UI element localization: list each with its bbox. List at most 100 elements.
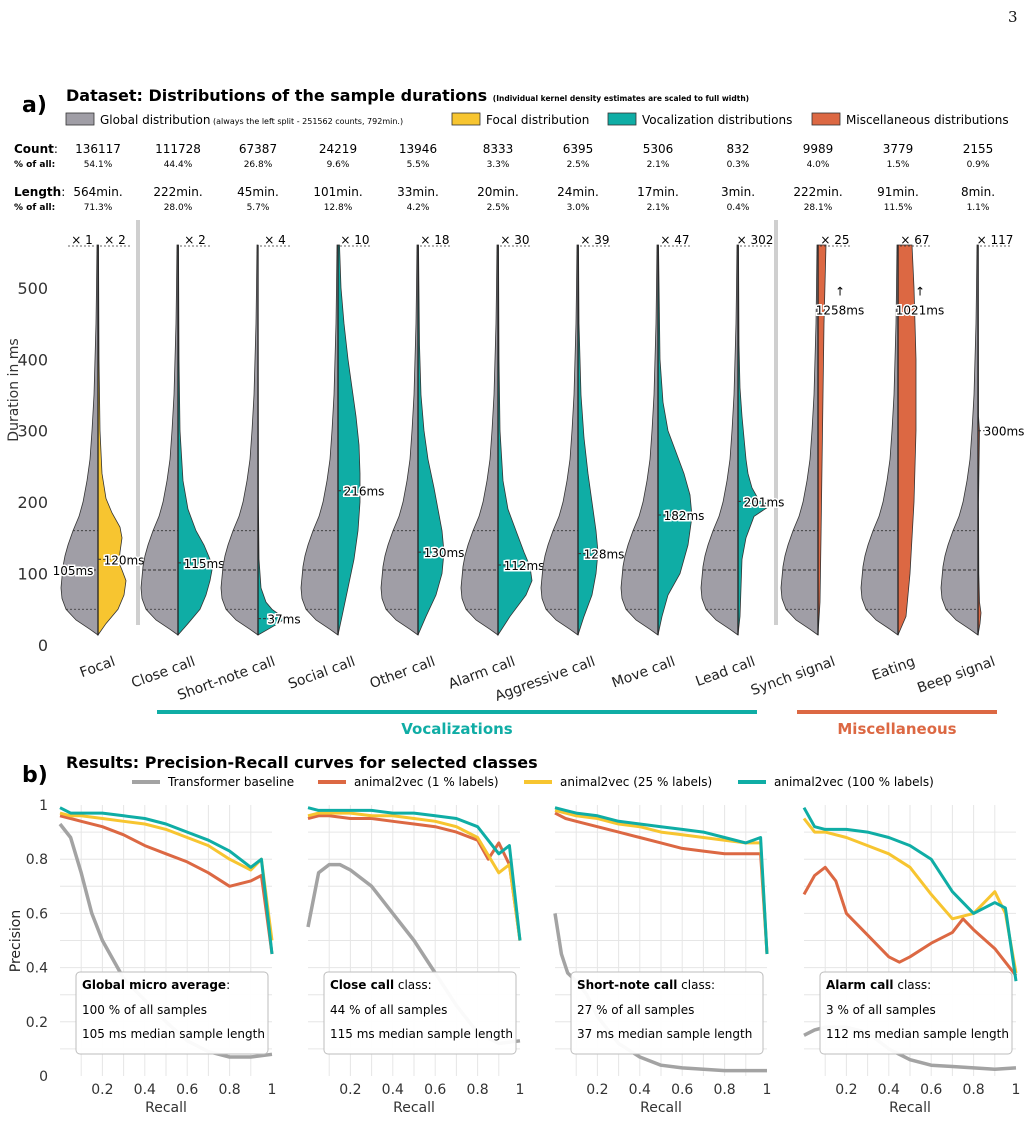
info-box: [570, 971, 764, 1055]
info-box: [323, 971, 517, 1055]
count-pct: 44.4%: [164, 160, 193, 170]
violin-other-call: 130ms × 18 13946 5.5% 33min. 4.2% Other call: [368, 142, 466, 692]
length-value: 24min.: [557, 185, 599, 199]
category-label: Beep signal: [915, 654, 997, 697]
violin-right-misc: [817, 244, 827, 636]
violin-eating: ↑ 1021ms × 67 3779 1.5% 91min. 11.5% Eating: [860, 142, 946, 684]
category-label: Move call: [610, 654, 678, 692]
length-pct: 3.0%: [567, 203, 590, 213]
x-tick-label: 0.6: [671, 1082, 693, 1098]
info-box: [819, 971, 1013, 1055]
pr-curve-animal2vec: [802, 817, 1018, 974]
length-pct: 28.1%: [804, 203, 833, 213]
length-pct: 28.0%: [164, 203, 193, 213]
pr-subplot: 0.2 0.4 0.6 0.8 1 Recall Close call class: 44 %…: [306, 805, 525, 1116]
x-tick-label: 1: [516, 1082, 525, 1098]
legend-label: animal2vec (100 % labels): [774, 775, 934, 789]
x-axis-label: Recall: [640, 1100, 682, 1116]
x-tick-label: 0.8: [466, 1082, 488, 1098]
pr-curve-animal2vec: [802, 865, 1018, 977]
violin-beep-signal: 300ms × 117 2155 0.9% 8min. 1.1% Beep signal: [915, 142, 1026, 697]
length-pct: 5.7%: [247, 203, 270, 213]
pr-curve-animal2vec: [307, 814, 522, 941]
length-value: 564min.: [73, 185, 122, 199]
category-label: Focal: [78, 654, 118, 681]
x-axis-label: Recall: [889, 1100, 931, 1116]
median-label: 130ms: [424, 546, 465, 560]
info-median: 105 ms median sample length: [82, 1027, 265, 1041]
count-value: 24219: [319, 142, 357, 156]
count-pct: 5.5%: [407, 160, 430, 170]
median-label: 112ms: [504, 559, 545, 573]
row-length-pct-label: % of all:: [14, 203, 55, 213]
count-pct: 1.5%: [887, 160, 910, 170]
legend-label: Global distribution (always the left spl…: [100, 113, 403, 127]
count-value: 6395: [563, 142, 594, 156]
group-label-vocalizations: Vocalizations: [401, 720, 513, 738]
legend-label: Miscellaneous distributions: [846, 113, 1009, 127]
x-tick-label: 0.6: [176, 1082, 198, 1098]
info-median: 112 ms median sample length: [826, 1027, 1009, 1041]
category-label: Other call: [368, 654, 438, 692]
violin-focal: 120ms 105ms × 1 × 2 136117 54.1% 564min. 71.3% F…: [51, 142, 146, 681]
pr-curve-animal2vec: [554, 806, 769, 955]
info-box: [75, 971, 269, 1055]
length-pct: 71.3%: [84, 203, 113, 213]
median-label: 201ms: [744, 495, 785, 509]
violin-left-global: [780, 244, 819, 636]
info-median: 37 ms median sample length: [577, 1027, 752, 1041]
y-tick-label: 0: [39, 1069, 48, 1085]
median-label: 120ms: [104, 553, 145, 567]
violin-left-global: [540, 244, 579, 636]
length-pct: 0.4%: [727, 203, 750, 213]
legend-swatch: [65, 112, 95, 126]
length-value: 101min.: [313, 185, 362, 199]
scale-right-label: × 2: [104, 233, 126, 247]
info-class-name: Close call class:: [330, 978, 432, 992]
row-count-label: Count:: [14, 142, 58, 156]
legend-item-a: Miscellaneous distributions: [811, 112, 1009, 127]
legend-item-a: Focal distribution: [451, 112, 589, 127]
length-pct: 2.1%: [647, 203, 670, 213]
category-label: Lead call: [694, 654, 758, 690]
x-tick-label: 1: [1012, 1082, 1021, 1098]
scale-right-label: × 302: [737, 233, 774, 247]
scale-right-label: × 117: [977, 233, 1014, 247]
scale-right-label: × 18: [420, 233, 449, 247]
y-tick-label: 0.4: [26, 961, 48, 977]
violin-right-voc: [577, 244, 599, 636]
length-value: 20min.: [477, 185, 519, 199]
legend-label: animal2vec (1 % labels): [354, 775, 499, 789]
pr-curve-animal2vec: [802, 806, 1018, 982]
y-tick-label: 0: [38, 636, 48, 655]
median-label: 115ms: [184, 557, 225, 571]
count-pct: 0.3%: [727, 160, 750, 170]
violin-left-global: [220, 244, 259, 636]
length-value: 45min.: [237, 185, 279, 199]
count-pct: 26.8%: [244, 160, 273, 170]
pr-curve-animal2vec: [307, 806, 522, 941]
row-count-pct-label: % of all:: [14, 160, 55, 170]
info-class-name: Alarm call class:: [826, 978, 931, 992]
count-value: 3779: [883, 142, 914, 156]
length-value: 222min.: [153, 185, 202, 199]
median-label: 1021ms: [896, 303, 944, 317]
info-class-name: Short-note call class:: [577, 978, 715, 992]
info-share: 100 % of all samples: [82, 1003, 207, 1017]
count-pct: 2.1%: [647, 160, 670, 170]
legend-swatch: [451, 112, 481, 126]
count-pct: 4.0%: [807, 160, 830, 170]
count-value: 9989: [803, 142, 834, 156]
scale-right-label: × 39: [580, 233, 609, 247]
x-tick-label: 1: [763, 1082, 772, 1098]
count-pct: 9.6%: [327, 160, 350, 170]
scale-right-label: × 30: [500, 233, 529, 247]
count-value: 67387: [239, 142, 277, 156]
pr-curve-animal2vec: [59, 806, 274, 955]
violin-left-global: [140, 244, 179, 636]
x-tick-label: 0.8: [713, 1082, 735, 1098]
legend-swatch: [607, 112, 637, 126]
x-tick-label: 0.6: [920, 1082, 942, 1098]
